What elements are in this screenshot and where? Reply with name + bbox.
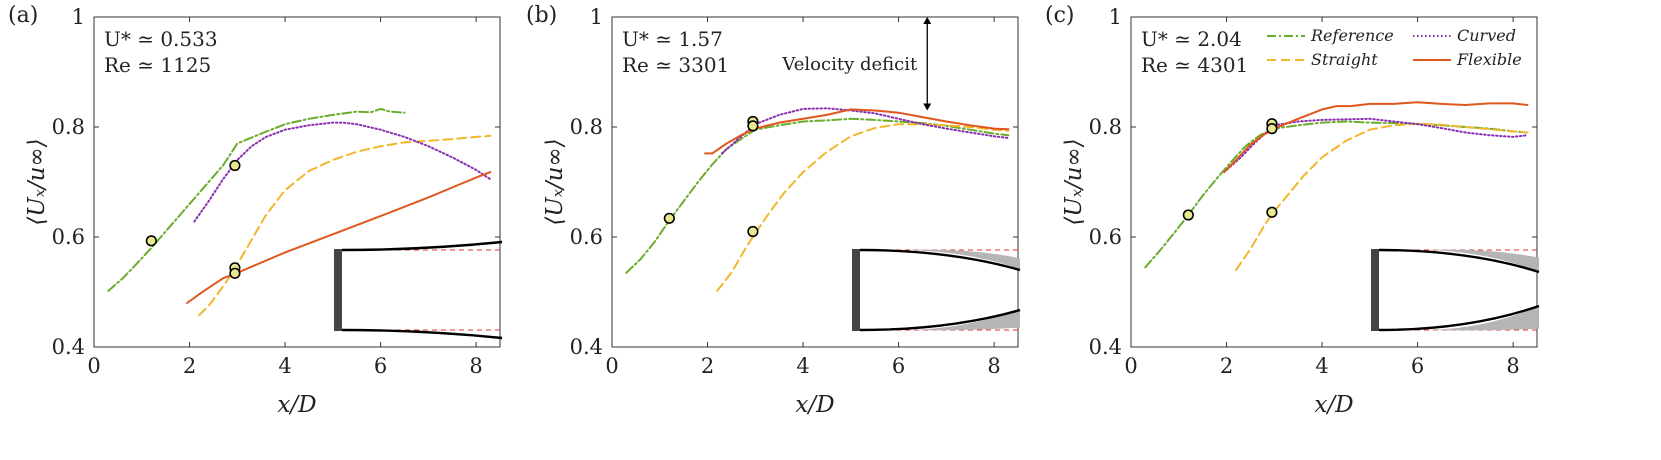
measurement-marker: [663, 212, 675, 224]
axes-box-2: [611, 16, 1019, 348]
measurement-marker: [229, 267, 241, 279]
measurement-marker: [229, 159, 241, 172]
x-tick-label: 6: [374, 354, 387, 378]
envelope-bottom-3: [1429, 306, 1539, 331]
x-tick-label: 4: [278, 354, 291, 378]
x-tick-label: 2: [701, 354, 714, 378]
plate-bottom-3: [1378, 304, 1540, 332]
y-tick-label: 0.8: [52, 115, 85, 139]
x-tick-label: 6: [1411, 354, 1424, 378]
measurement-marker: [747, 120, 759, 132]
arrow-head-down: [923, 103, 932, 111]
x-tick-label: 0: [1124, 354, 1137, 378]
series-flexible-line: [1223, 101, 1529, 174]
y-tick-label: 0.6: [570, 225, 603, 249]
series-flexible-line: [704, 108, 1010, 155]
series-flexible-line: [186, 171, 492, 304]
panel-label: (c): [1045, 3, 1075, 28]
x-tick-label: 0: [87, 354, 100, 378]
measurement-marker: [747, 225, 759, 238]
y-tick-label: 1: [1109, 5, 1122, 29]
legend-label-reference: Reference: [1310, 26, 1394, 45]
plate-top-3: [1378, 248, 1540, 274]
series-straight-line: [198, 134, 492, 317]
x-axis-label: x/D: [1314, 392, 1353, 418]
reynolds-label: Re ≃ 3301: [622, 53, 729, 77]
panel-label: (b): [526, 3, 557, 28]
plate-bottom-2: [859, 308, 1021, 332]
y-tick-label: 1: [72, 5, 85, 29]
y-tick-label: 0.6: [52, 225, 85, 249]
x-tick-label: 8: [987, 354, 1000, 378]
plate-top-1: [341, 240, 503, 252]
envelope-bottom-2: [910, 309, 1020, 331]
x-tick-label: 6: [892, 354, 905, 378]
panel-1: 0 2 4 6 8 0.4 0.6 0.8 1 x/D ⟨Uₓ/u∞⟩ (a) U* ≃ 0.533Re…: [8, 3, 503, 418]
legend: Reference Curved Straight Flexible: [1267, 26, 1522, 69]
u-star-label: U* ≃ 0.533: [104, 27, 218, 51]
series-straight-line: [1235, 122, 1529, 271]
bluff-body-2: [852, 249, 860, 331]
plate-top-2: [859, 248, 1021, 272]
axes-box-3: [1130, 16, 1538, 348]
reynolds-label: Re ≃ 4301: [1141, 53, 1248, 77]
y-axis-label: ⟨Uₓ/u∞⟩: [1061, 138, 1087, 225]
measurement-marker: [1182, 209, 1194, 221]
plate-bottom-1: [341, 328, 503, 340]
reynolds-label: Re ≃ 1125: [104, 53, 211, 77]
series-reference-line: [1144, 120, 1529, 269]
x-tick-label: 2: [183, 354, 196, 378]
y-tick-label: 0.4: [570, 335, 603, 359]
panel-label: (a): [8, 3, 38, 28]
y-tick-label: 1: [590, 5, 603, 29]
velocity-deficit-label: Velocity deficit: [781, 54, 918, 75]
panel-2: 0 2 4 6 8 0.4 0.6 0.8 1 x/D ⟨Uₓ/u∞⟩ (b) U* ≃ 1.57Re …: [526, 3, 1021, 418]
bluff-body-1: [334, 249, 342, 331]
x-axis-label: x/D: [795, 392, 834, 418]
legend-label-curved: Curved: [1457, 26, 1516, 45]
y-axis-label: ⟨Uₓ/u∞⟩: [24, 138, 50, 225]
measurement-marker: [1266, 123, 1278, 135]
measurement-marker: [1266, 206, 1278, 218]
y-tick-label: 0.4: [52, 335, 85, 359]
legend-label-flexible: Flexible: [1456, 50, 1522, 69]
x-tick-label: 4: [796, 354, 809, 378]
u-star-label: U* ≃ 2.04: [1141, 27, 1242, 51]
y-tick-label: 0.4: [1089, 335, 1122, 359]
series-reference-line: [107, 107, 406, 292]
y-tick-label: 0.8: [570, 115, 603, 139]
arrow-head-up: [923, 17, 932, 24]
x-tick-label: 4: [1315, 354, 1328, 378]
x-tick-label: 8: [469, 354, 482, 378]
measurement-marker: [145, 235, 157, 247]
u-star-label: U* ≃ 1.57: [622, 27, 723, 51]
panel-3: 0 2 4 6 8 0.4 0.6 0.8 1 x/D ⟨Uₓ/u∞⟩ (c) U* ≃ 2.04Re …: [1045, 3, 1540, 418]
series-curved-line: [720, 107, 1010, 155]
envelope-top-2: [910, 249, 1020, 269]
x-tick-label: 0: [605, 354, 618, 378]
axes-box-1: [93, 16, 501, 348]
x-axis-label: x/D: [277, 392, 316, 418]
series-curved-line: [193, 121, 492, 223]
y-axis-label: ⟨Uₓ/u∞⟩: [542, 138, 568, 225]
y-tick-label: 0.6: [1089, 225, 1122, 249]
x-tick-label: 8: [1506, 354, 1519, 378]
x-tick-label: 2: [1220, 354, 1233, 378]
series-straight-line: [716, 123, 1010, 292]
legend-label-straight: Straight: [1311, 50, 1378, 69]
y-tick-label: 0.8: [1089, 115, 1122, 139]
bluff-body-3: [1371, 249, 1379, 331]
envelope-top-3: [1429, 249, 1539, 272]
